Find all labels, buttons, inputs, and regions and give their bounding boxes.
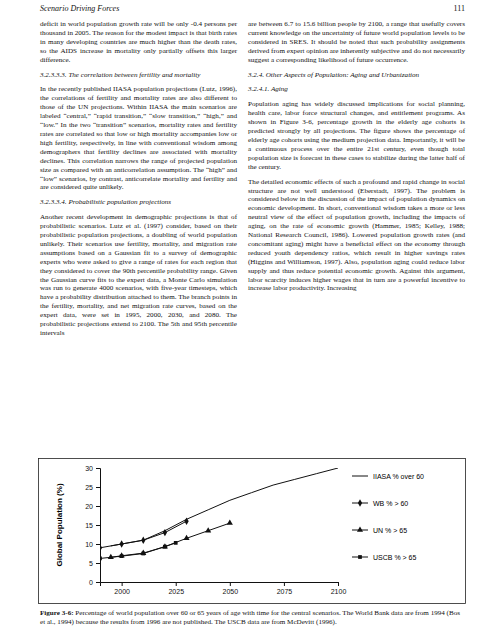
data-point bbox=[119, 540, 123, 547]
axis-line bbox=[101, 583, 339, 587]
tick-mark bbox=[176, 582, 177, 586]
legend-marker bbox=[358, 555, 362, 559]
tick-mark bbox=[96, 487, 100, 488]
data-point bbox=[100, 557, 102, 561]
y-axis-title: Global Population (%) bbox=[55, 483, 64, 566]
section-heading: 3.2.3.3.4. Probabilistic population proj… bbox=[40, 198, 237, 207]
legend-marker bbox=[358, 499, 362, 506]
tick-label: 20 bbox=[85, 503, 93, 510]
tick-mark bbox=[122, 582, 123, 586]
tick-label: 15 bbox=[85, 522, 93, 529]
tick: 2050 bbox=[223, 582, 239, 595]
tick: 2100 bbox=[331, 582, 347, 595]
legend-label: UN % > 65 bbox=[373, 527, 407, 534]
tick-mark bbox=[96, 582, 100, 583]
section-heading: 3.2.3.3.3. The correlation between ferti… bbox=[40, 71, 237, 80]
figure-frame bbox=[39, 459, 466, 604]
legend-entry: UN % > 65 bbox=[352, 526, 407, 533]
tick-mark bbox=[96, 563, 100, 564]
tick-mark bbox=[338, 582, 339, 586]
data-point bbox=[141, 552, 145, 556]
series-line bbox=[100, 543, 176, 559]
data-point bbox=[174, 541, 178, 545]
tick-label: 30 bbox=[85, 465, 93, 472]
paragraph: The detailed economic effects of such a … bbox=[248, 178, 465, 294]
tick-mark bbox=[96, 525, 100, 526]
data-point bbox=[184, 517, 188, 524]
caption-text: Percentage of world population over 60 o… bbox=[40, 609, 460, 626]
tick-mark bbox=[284, 582, 285, 586]
figure: 20002025205020752100051015202530Global P… bbox=[38, 458, 466, 604]
figure-caption: Figure 3-6: Percentage of world populati… bbox=[40, 609, 465, 627]
legend-entry: WB % > 60 bbox=[352, 499, 408, 506]
tick: 5 bbox=[89, 560, 100, 567]
y-axis: 0 5 10 15 20 25 30 bbox=[85, 465, 100, 586]
data-point bbox=[141, 536, 145, 543]
text-column: deficit in world population growth rate … bbox=[40, 20, 237, 344]
paragraph: In the recently published IIASA populati… bbox=[40, 85, 237, 192]
tick: 20 bbox=[85, 503, 100, 510]
tick-label: 2000 bbox=[114, 588, 130, 595]
tick-label: 2050 bbox=[223, 588, 239, 595]
paragraph: Another recent development in demographi… bbox=[40, 213, 237, 338]
data-point bbox=[120, 554, 124, 558]
running-header: Scenario Driving Forces bbox=[40, 4, 119, 13]
tick-label: 2075 bbox=[277, 588, 293, 595]
series-line bbox=[111, 468, 338, 546]
axis-line bbox=[96, 469, 101, 583]
section-heading: 3.2.4. Other Aspects of Population: Agin… bbox=[248, 71, 465, 80]
tick-label: 5 bbox=[89, 560, 93, 567]
tick: 25 bbox=[85, 484, 100, 491]
tick-mark bbox=[96, 544, 100, 545]
tick-label: 2100 bbox=[331, 588, 347, 595]
plot-area bbox=[100, 468, 338, 560]
tick-label: 10 bbox=[85, 541, 93, 548]
legend: IIASA % over 60 WB % > 60 UN % > 65 USCB % … bbox=[352, 473, 424, 561]
tick: 15 bbox=[85, 522, 100, 529]
legend-swatch bbox=[352, 476, 368, 477]
legend-label: USCB % > 65 bbox=[373, 554, 416, 561]
tick-label: 0 bbox=[89, 579, 93, 586]
tick-mark bbox=[96, 506, 100, 507]
tick: 2075 bbox=[277, 582, 293, 595]
section-heading: 3.2.4.1. Aging bbox=[248, 85, 465, 94]
x-axis: 2000 2025 2050 2075 2100 bbox=[101, 582, 347, 595]
legend-entry: IIASA % over 60 bbox=[352, 473, 424, 480]
paragraph: are between 6.7 to 15.6 billion people b… bbox=[248, 20, 465, 65]
data-point bbox=[100, 544, 102, 551]
paragraph: deficit in world population growth rate … bbox=[40, 20, 237, 65]
page-number: 111 bbox=[454, 4, 465, 13]
tick: 2025 bbox=[168, 582, 184, 595]
tick-mark bbox=[96, 468, 100, 469]
data-point bbox=[163, 529, 167, 536]
paragraph: Population aging has widely discussed im… bbox=[248, 100, 465, 171]
tick-mark bbox=[230, 582, 231, 586]
legend-entry: USCB % > 65 bbox=[352, 554, 416, 561]
data-point bbox=[227, 520, 233, 525]
legend-marker bbox=[357, 526, 363, 531]
legend-label: IIASA % over 60 bbox=[373, 473, 424, 480]
series-line bbox=[111, 523, 230, 557]
caption-label: Figure 3-6: bbox=[40, 609, 74, 617]
text-column: are between 6.7 to 15.6 billion people b… bbox=[248, 20, 465, 299]
tick: 2000 bbox=[114, 582, 130, 595]
tick-label: 2025 bbox=[168, 588, 184, 595]
tick: 30 bbox=[85, 465, 100, 472]
data-point bbox=[205, 527, 211, 532]
data-point bbox=[108, 554, 114, 559]
tick: 10 bbox=[85, 541, 100, 548]
tick-label: 25 bbox=[85, 484, 93, 491]
data-point bbox=[184, 535, 190, 540]
data-point bbox=[163, 545, 167, 549]
legend-label: WB % > 60 bbox=[373, 500, 408, 507]
tick: 0 bbox=[89, 579, 100, 586]
